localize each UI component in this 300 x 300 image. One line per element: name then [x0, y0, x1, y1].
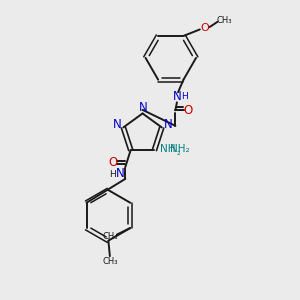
Text: N: N — [139, 101, 148, 114]
Text: CH₃: CH₃ — [102, 257, 118, 266]
Text: N: N — [164, 118, 173, 131]
Text: O: O — [108, 156, 118, 169]
Text: NH: NH — [160, 143, 176, 154]
Text: O: O — [183, 104, 193, 117]
Text: N: N — [116, 167, 124, 180]
Text: N: N — [172, 91, 181, 103]
Text: O: O — [200, 23, 209, 33]
Text: CH₃: CH₃ — [102, 232, 118, 241]
Text: H: H — [110, 170, 116, 179]
Text: CH₃: CH₃ — [217, 16, 232, 25]
Text: ₂: ₂ — [177, 148, 181, 157]
Text: NH₂: NH₂ — [170, 144, 190, 154]
Text: N: N — [112, 118, 121, 131]
Text: H: H — [181, 92, 188, 101]
